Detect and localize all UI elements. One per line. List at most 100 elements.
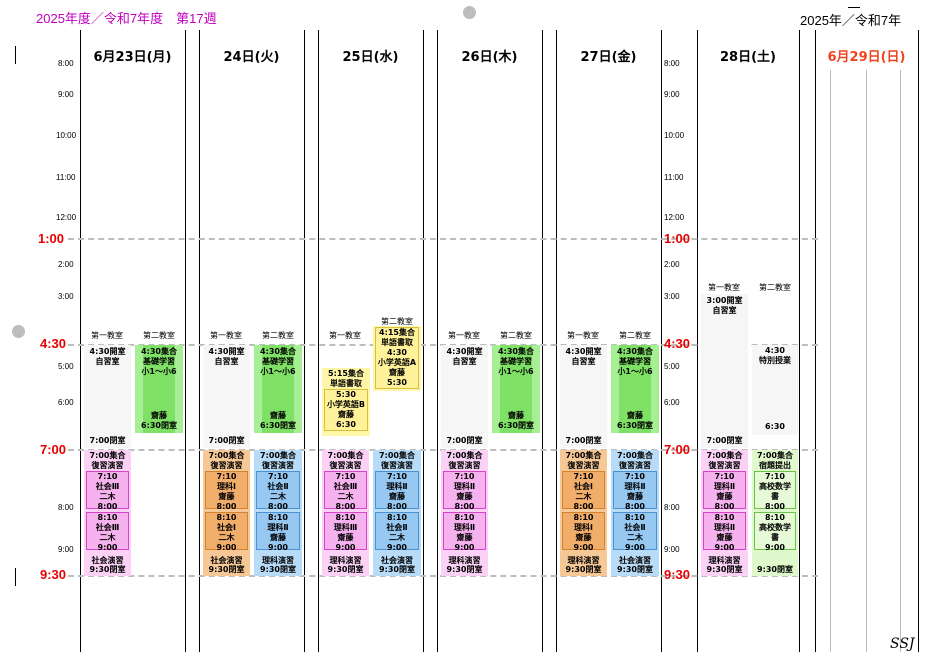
room-label-first: 第一教室 [329, 331, 361, 340]
class-block: 8:10 社会Ⅱ 二木 9:00 [613, 512, 657, 552]
grid-line [423, 30, 424, 652]
room-label-second: 第二教室 [381, 317, 413, 326]
class-text: 5:15集合 単語書取 [328, 369, 364, 388]
dashed-line-930 [68, 575, 818, 577]
class-block: 7:10 社会Ⅲ 二木 8:00 [86, 471, 129, 511]
punch-hole-left [12, 325, 25, 338]
signature-text: SSJ [890, 636, 915, 652]
class-block: 7:10 理科Ⅱ 齋藤 8:00 [375, 471, 419, 511]
room-label-second: 第二教室 [759, 283, 791, 292]
class-block: 7:10 理科Ⅱ 齋藤 8:00 [703, 471, 746, 511]
time-label: 5:00 [664, 362, 680, 371]
time-label: 10:00 [56, 131, 77, 140]
room-label-first: 第一教室 [210, 331, 242, 340]
room-label-first: 第一教室 [448, 331, 480, 340]
time-label: 3:00 [58, 292, 74, 301]
room-label-first: 第一教室 [91, 331, 123, 340]
time-label: 2:00 [58, 260, 74, 269]
class-block: 8:10 社会Ⅲ 二木 9:00 [86, 512, 129, 552]
class-block: 7:10 高校数学書 8:00 [754, 471, 796, 511]
class-block: 4:15集合 単語書取 4:30 小学英語A 齋藤 5:30 [375, 327, 419, 389]
day-header-thu: 26日(木) [461, 50, 518, 65]
time-marker: 1:00 [38, 231, 65, 246]
day-header-sun: 6月29日(日) [827, 50, 906, 65]
class-block: 8:10 理科Ⅱ 齋藤 9:00 [256, 512, 300, 552]
grid-line [542, 30, 543, 652]
class-block: 8:10 理科Ⅱ 齋藤 9:00 [443, 512, 486, 552]
class-block: 7:10 社会Ⅲ 二木 8:00 [324, 471, 367, 511]
grid-line [918, 30, 919, 652]
time-label: 8:00 [664, 503, 680, 512]
grid-line [830, 70, 831, 652]
basic-study-block: 4:30集合 基礎学習 小1～小6 齋藤 6:30閉室 [135, 345, 183, 433]
time-label: 9:00 [664, 545, 680, 554]
class-block: 8:10 理科Ⅰ 齋藤 9:00 [562, 512, 605, 552]
time-marker: 9:30 [664, 567, 691, 582]
day-header-tue: 24日(火) [223, 50, 280, 65]
dashed-line-1pm [68, 238, 818, 240]
self-study-block: 4:30開室 自習室 7:00閉室 [560, 345, 607, 448]
basic-study-block: 4:30集合 基礎学習 小1～小6 齋藤 6:30閉室 [492, 345, 540, 433]
day-header-wed: 25日(水) [342, 50, 399, 65]
time-marker: 9:30 [40, 567, 67, 582]
room-label-second: 第二教室 [619, 331, 651, 340]
time-label: 11:00 [664, 173, 684, 182]
self-study-block: 3:00開室 自習室 7:00閉室 [701, 294, 748, 448]
overline-mark [848, 7, 860, 8]
time-label: 9:00 [58, 90, 74, 99]
class-block: 7:10 理科Ⅰ 齋藤 8:00 [205, 471, 248, 511]
grid-line [185, 30, 186, 652]
time-label: 9:00 [664, 90, 680, 99]
time-marker: 7:00 [40, 442, 67, 457]
room-label-first: 第一教室 [567, 331, 599, 340]
day-header-sat: 28日(土) [720, 50, 776, 65]
class-block: 7:10 社会Ⅱ 二木 8:00 [256, 471, 300, 511]
time-marker: 1:00 [664, 231, 691, 246]
time-label: 12:00 [56, 213, 77, 222]
day-header-mon: 6月23日(月) [93, 50, 172, 65]
time-label: 12:00 [664, 213, 685, 222]
class-block: 7:10 社会Ⅰ 二木 8:00 [562, 471, 605, 511]
grid-line [304, 30, 305, 652]
week-title: 2025年度／令和7年度 第17週 [36, 11, 217, 26]
self-study-block: 4:30開室 自習室 7:00閉室 [84, 345, 131, 448]
grid-line [199, 30, 200, 652]
time-label: 8:00 [58, 59, 74, 68]
grid-line [437, 30, 438, 652]
time-label: 2:00 [664, 260, 680, 269]
class-block: 7:10 理科Ⅱ 齋藤 8:00 [613, 471, 657, 511]
punch-hole-top [463, 6, 476, 19]
basic-study-block: 4:30集合 基礎学習 小1～小6 齋藤 6:30閉室 [611, 345, 659, 433]
grid-line [815, 30, 816, 652]
grid-line [866, 70, 867, 652]
self-study-block: 4:30開室 自習室 7:00閉室 [203, 345, 250, 448]
special-class-block: 4:30 特別授業 6:30 [752, 345, 798, 435]
time-label: 8:00 [664, 59, 680, 68]
year-title: 2025年／令和7年 [800, 13, 902, 28]
grid-line [799, 30, 800, 652]
time-marker: 7:00 [664, 442, 691, 457]
grid-line [661, 30, 662, 652]
class-block: 8:10 社会Ⅱ 二木 9:00 [375, 512, 419, 552]
grid-line [900, 70, 901, 652]
day-header-fri: 27日(金) [580, 50, 637, 65]
time-label: 6:00 [664, 398, 680, 407]
basic-study-block: 4:30集合 基礎学習 小1～小6 齋藤 6:30閉室 [254, 345, 302, 433]
class-block: 8:10 社会Ⅰ 二木 9:00 [205, 512, 248, 552]
room-label-second: 第二教室 [500, 331, 532, 340]
time-label: 3:00 [664, 292, 680, 301]
time-label: 10:00 [664, 131, 685, 140]
room-label-second: 第二教室 [143, 331, 175, 340]
time-label: 6:00 [58, 398, 74, 407]
margin-tick [15, 46, 16, 64]
time-label: 8:00 [58, 503, 74, 512]
grid-line [80, 30, 81, 652]
time-label: 11:00 [56, 173, 76, 182]
time-marker: 4:30 [40, 336, 67, 351]
time-label: 5:00 [58, 362, 74, 371]
grid-line [318, 30, 319, 652]
class-block: 8:10 理科Ⅱ 齋藤 9:00 [703, 512, 746, 552]
time-label: 9:00 [58, 545, 74, 554]
grid-line [697, 30, 698, 652]
time-marker: 4:30 [664, 336, 691, 351]
